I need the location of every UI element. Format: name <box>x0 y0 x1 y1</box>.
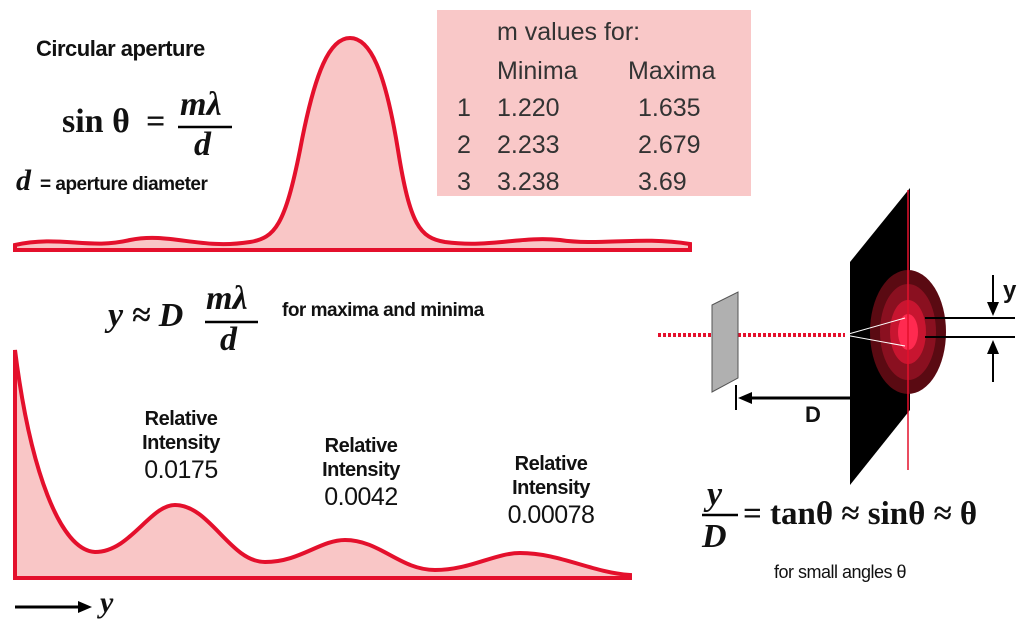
formula-eq: = <box>146 103 165 141</box>
formula-den: d <box>194 126 211 164</box>
distance-label: D <box>805 402 820 428</box>
axis-label: y <box>100 586 113 620</box>
note: for small angles θ <box>774 562 906 583</box>
table-cell: 2.679 <box>638 131 701 160</box>
peak-value: 0.0175 <box>116 458 246 482</box>
table-header: Maxima <box>628 57 716 86</box>
arrow-head <box>738 392 752 404</box>
aperture-plate <box>712 292 738 392</box>
diagram: Circular aperture sin θ = mλ d d = apert… <box>0 0 1031 627</box>
formula-num: y <box>707 476 722 514</box>
arrow-head <box>987 340 999 354</box>
peak-value: 0.00078 <box>486 503 616 527</box>
formula-den: d <box>220 321 237 359</box>
title: Circular aperture <box>36 36 205 62</box>
arrow-head <box>987 302 999 316</box>
note: for maxima and minima <box>282 300 484 322</box>
offset-label: y <box>1003 277 1016 305</box>
table-cell: 2.233 <box>497 131 560 160</box>
formula-num: mλ <box>206 280 248 318</box>
table-cell: 2 <box>457 131 471 160</box>
table-cell: 3.69 <box>638 168 687 197</box>
diameter-text: = aperture diameter <box>40 174 207 196</box>
formula-num: mλ <box>180 86 222 124</box>
table-cell: 1.635 <box>638 94 701 123</box>
table-header: Minima <box>497 57 578 86</box>
table-cell: 3.238 <box>497 168 560 197</box>
diameter-symbol: d <box>16 164 31 198</box>
formula-den: D <box>702 518 727 556</box>
peak-value: 0.0042 <box>296 485 426 509</box>
formula-lhs: sin θ <box>62 103 130 141</box>
formula-lhs: y ≈ D <box>108 297 183 335</box>
table-cell: 3 <box>457 168 471 197</box>
formula-rhs: = tanθ ≈ sinθ ≈ θ <box>743 496 977 533</box>
table-cell: 1.220 <box>497 94 560 123</box>
table-cell: 1 <box>457 94 471 123</box>
arrow-head <box>78 601 92 613</box>
table-caption: m values for: <box>497 18 640 47</box>
